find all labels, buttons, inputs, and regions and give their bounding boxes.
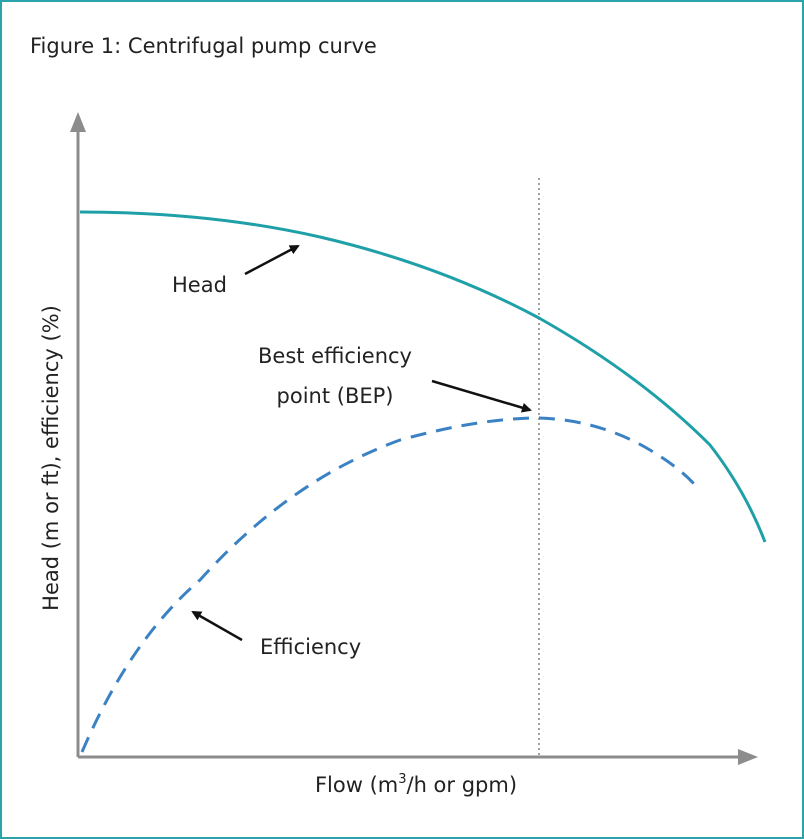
- efficiency-annotation-arrow: [191, 610, 243, 642]
- head-annotation-arrow: [244, 244, 300, 276]
- bep-annotation-arrow: [431, 379, 532, 413]
- efficiency-curve: [80, 416, 697, 753]
- y-axis-arrowhead: [70, 112, 86, 132]
- x-axis-label-post: /h or gpm): [407, 773, 518, 797]
- bep-annotation-line2: point (BEP): [277, 384, 394, 408]
- figure-title: Figure 1: Centrifugal pump curve: [30, 34, 377, 58]
- x-axis-label-sup: 3: [398, 772, 406, 787]
- y-axis-label: Head (m or ft), efficiency (%): [39, 305, 63, 611]
- bep-annotation-line1: Best efficiency: [258, 344, 412, 368]
- x-axis-arrowhead: [738, 749, 758, 765]
- efficiency-annotation-label: Efficiency: [260, 635, 361, 659]
- head-annotation-label: Head: [172, 273, 227, 297]
- head-curve: [79, 210, 767, 543]
- x-axis-label: Flow (m3/h or gpm): [315, 772, 517, 797]
- x-axis-label-pre: Flow (m: [315, 773, 398, 797]
